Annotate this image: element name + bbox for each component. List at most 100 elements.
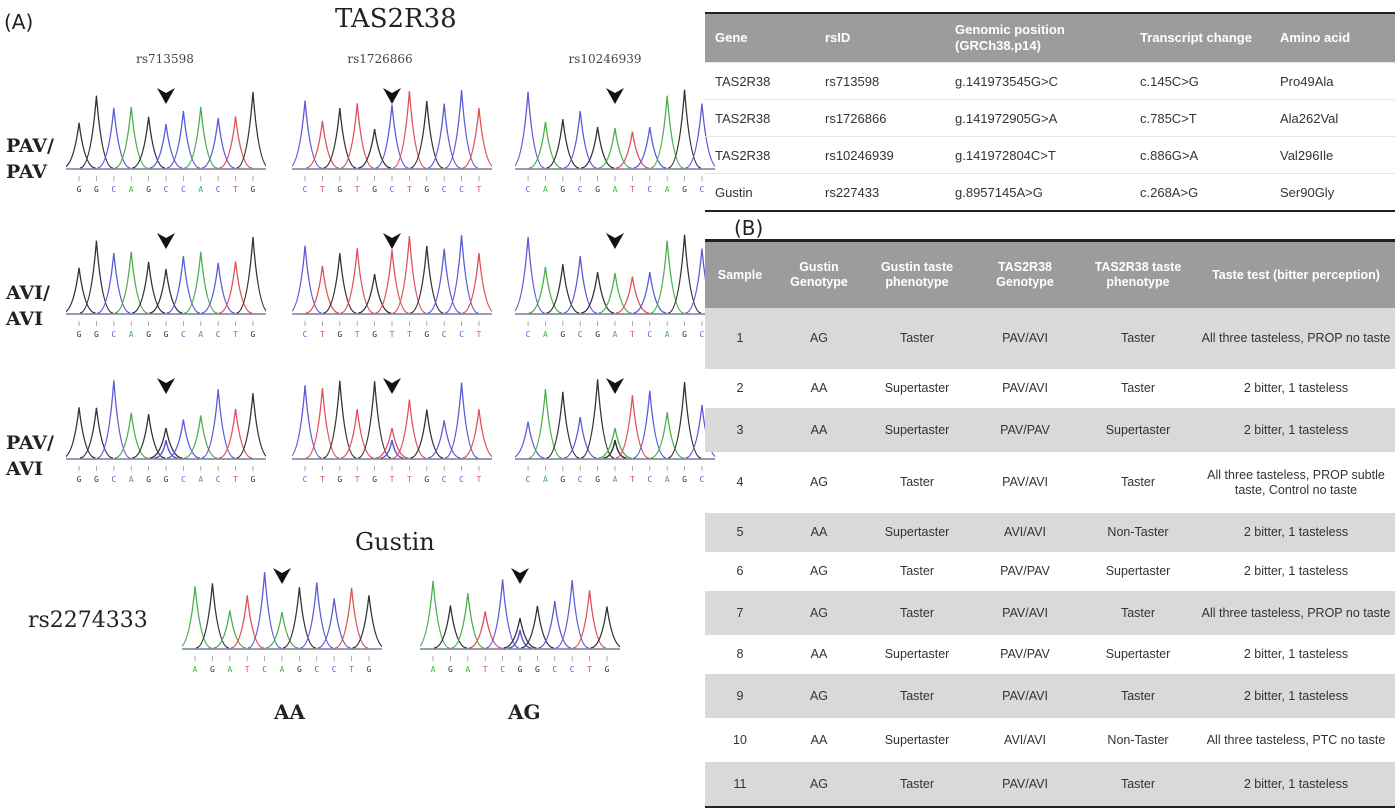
base-call: C [459,475,464,484]
base-call: G [337,185,342,194]
table-cell: 8 [736,647,744,661]
table-cell: 2 bitter, 1 tasteless [1197,762,1395,807]
trace-peak [650,240,684,314]
trace-peak [520,605,555,649]
trace-peak [97,107,131,169]
table-row: 5 AA Supertaster AVI/AVI Non-Taster 2 bitter,… [705,513,1395,552]
table-cell: Supertaster [884,381,950,395]
base-call: C [459,330,464,339]
table-cell: g.141972905G>A [945,99,1130,137]
trace-peak [563,416,597,459]
trace-peak [420,580,450,649]
table-cell: rs10246939 [815,136,945,174]
base-call: T [233,185,238,194]
table-cell: PAV/PAV [1000,564,1050,578]
table-cell: AG [775,762,863,807]
base-call: T [320,330,325,339]
table-cell: PAV/PAV [1000,647,1050,661]
snp-label-rs713598: rs713598 [136,52,194,66]
table-cell: 2 bitter, 1 tasteless [1197,408,1395,452]
trace-peak [201,117,235,169]
snp-arrow-icon [606,233,624,249]
base-call: A [613,330,618,339]
base-call: G [372,185,377,194]
base-call: A [129,185,134,194]
base-call: C [164,185,169,194]
base-call: A [198,185,203,194]
base-call: G [367,665,372,674]
table-cell: Gustin [705,173,815,211]
trace-peak [633,127,667,169]
base-call: C [111,330,116,339]
table-cell: 4 [736,475,744,489]
base-call: G [251,475,256,484]
trace-peak [236,91,266,169]
base-call: T [477,185,482,194]
trace-peak [114,106,148,169]
base-call: T [320,185,325,194]
trace-peak [462,252,492,314]
column-header: TAS2R38 Genotype [971,240,1079,308]
base-call: C [216,185,221,194]
base-call: C [647,330,652,339]
trace-peak [485,579,520,649]
base-call: A [665,185,670,194]
table-cell: g.8957145A>G [945,173,1130,211]
trace-peak [131,116,166,169]
table-cell: Ala262Val [1270,99,1395,137]
base-call: C [262,665,267,674]
trace-peak [201,389,235,459]
table-cell: Supertaster [863,408,971,452]
base-call: T [477,475,482,484]
table-row: TAS2R38 rs713598 g.141973545G>C c.145C>G Pro… [705,62,1395,100]
base-call: C [216,330,221,339]
base-call: G [560,185,565,194]
trace-peak [323,380,357,459]
trace-peak [685,404,715,459]
trace-peak [633,390,667,459]
trace-peak [265,611,299,649]
trace-peak [357,128,392,169]
table-cell: TAS2R38 [705,99,815,137]
snp-label-rs10246939: rs10246939 [568,52,642,66]
trace-peak [546,391,580,459]
base-call: C [578,475,583,484]
table-cell: c.785C>T [1130,99,1270,137]
trace-peak-secondary [508,629,532,649]
trace-peak [503,617,537,649]
base-call: T [245,665,250,674]
base-call: A [198,475,203,484]
base-call: T [477,330,482,339]
trace-peak [590,606,620,649]
snp-label-rs1726866: rs1726866 [347,52,413,66]
base-call: G [146,475,151,484]
table-cell: Taster [863,762,971,807]
trace-peak [410,245,444,314]
table-cell: Supertaster [863,513,971,552]
trace-peak [546,264,580,314]
base-call: T [320,475,325,484]
table-cell: 3 [705,408,775,452]
trace-peak [357,273,392,314]
base-call: A [193,665,198,674]
trace-peak [352,595,382,649]
base-call: G [146,185,151,194]
table-cell: All three tasteless, PROP no taste [1197,308,1395,369]
base-call: T [355,330,360,339]
table-cell: rs227433 [815,173,945,211]
base-call: T [630,185,635,194]
column-header: Sample [705,240,775,308]
table-cell: AA [810,381,828,395]
trace-peak [323,253,357,314]
trace-peak [375,249,409,314]
trace-peak [572,590,607,649]
table-row: TAS2R38 rs10246939 g.141972804C>T c.886G>A V… [705,136,1395,174]
table-cell: Taster [1079,674,1197,718]
base-call: T [630,475,635,484]
base-call: G [297,665,302,674]
base-call: G [94,475,99,484]
